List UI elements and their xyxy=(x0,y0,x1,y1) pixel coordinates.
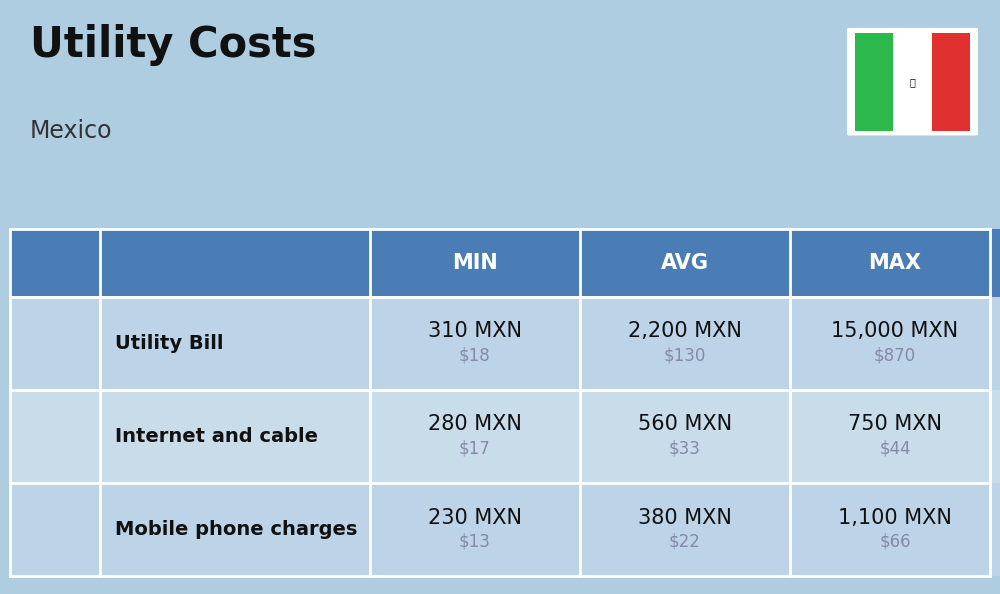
Text: $33: $33 xyxy=(669,440,701,458)
Text: 2,200 MXN: 2,200 MXN xyxy=(628,321,742,342)
Text: Mexico: Mexico xyxy=(30,119,112,143)
Text: 750 MXN: 750 MXN xyxy=(848,415,942,434)
Text: MAX: MAX xyxy=(868,253,921,273)
Text: $17: $17 xyxy=(459,440,491,458)
Text: 230 MXN: 230 MXN xyxy=(428,507,522,527)
Text: Utility Bill: Utility Bill xyxy=(115,334,224,353)
Text: $44: $44 xyxy=(879,440,911,458)
Text: $66: $66 xyxy=(879,533,911,551)
Text: $130: $130 xyxy=(664,347,706,365)
Text: 280 MXN: 280 MXN xyxy=(428,415,522,434)
Text: $18: $18 xyxy=(459,347,491,365)
Text: Utility Costs: Utility Costs xyxy=(30,24,316,66)
Text: 🦅: 🦅 xyxy=(910,77,915,87)
Text: Mobile phone charges: Mobile phone charges xyxy=(115,520,357,539)
Text: 15,000 MXN: 15,000 MXN xyxy=(831,321,959,342)
Text: 380 MXN: 380 MXN xyxy=(638,507,732,527)
Text: $870: $870 xyxy=(874,347,916,365)
Text: AVG: AVG xyxy=(661,253,709,273)
Text: 560 MXN: 560 MXN xyxy=(638,415,732,434)
Text: MIN: MIN xyxy=(452,253,498,273)
Text: $22: $22 xyxy=(669,533,701,551)
Text: 1,100 MXN: 1,100 MXN xyxy=(838,507,952,527)
Text: 310 MXN: 310 MXN xyxy=(428,321,522,342)
Text: $13: $13 xyxy=(459,533,491,551)
Text: Internet and cable: Internet and cable xyxy=(115,427,318,446)
